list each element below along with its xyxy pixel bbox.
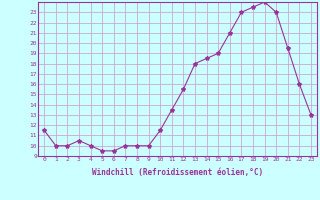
X-axis label: Windchill (Refroidissement éolien,°C): Windchill (Refroidissement éolien,°C) (92, 168, 263, 177)
